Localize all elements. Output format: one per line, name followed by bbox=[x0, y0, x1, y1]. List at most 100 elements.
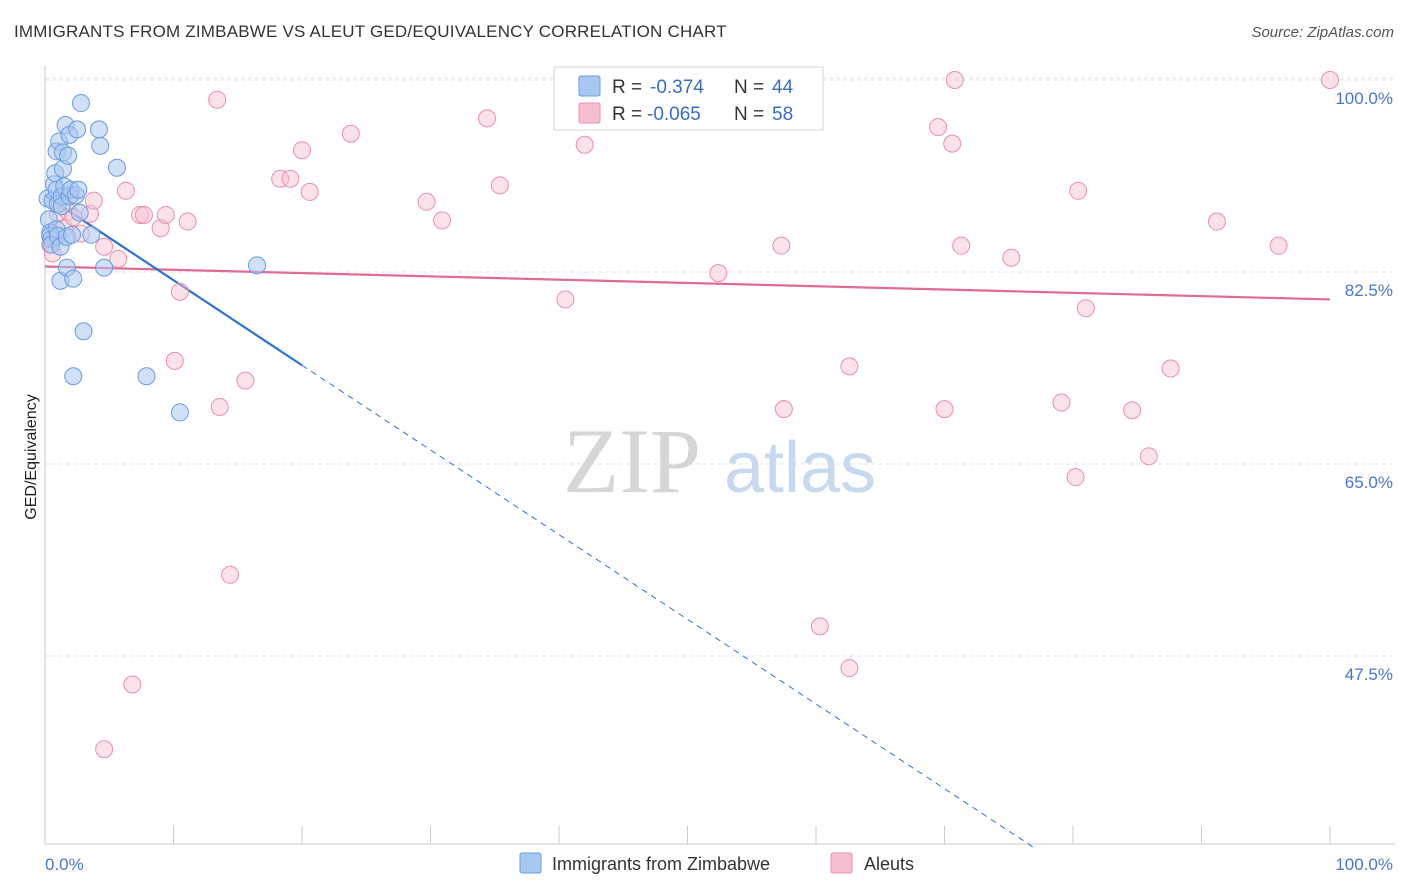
point-aleuts bbox=[1161, 359, 1180, 378]
point-aleuts bbox=[95, 740, 114, 759]
point-aleuts bbox=[1066, 468, 1085, 487]
point-aleuts bbox=[170, 282, 189, 301]
point-aleuts bbox=[95, 237, 114, 256]
y-tick-label: 65.0% bbox=[1345, 473, 1393, 492]
point-aleuts bbox=[84, 191, 103, 210]
x-tick-label: 0.0% bbox=[45, 855, 84, 874]
point-zimbabwe bbox=[91, 136, 110, 155]
point-aleuts bbox=[156, 205, 175, 224]
legend-swatch-blue bbox=[578, 75, 601, 97]
trend-line-zimbabwe bbox=[44, 194, 303, 367]
point-zimbabwe bbox=[59, 146, 78, 165]
tick-labels: 47.5% 65.0% 82.5% 100.0% 0.0% 100.0% bbox=[45, 89, 1393, 874]
trend-line-zimbabwe-extrapolated bbox=[301, 364, 1035, 849]
gridlines bbox=[45, 77, 1395, 657]
point-aleuts bbox=[935, 400, 954, 419]
bottom-legend-label-aleuts: Aleuts bbox=[864, 854, 914, 874]
legend-n-value-2: 58 bbox=[772, 104, 793, 125]
point-zimbabwe bbox=[248, 256, 267, 275]
bottom-legend-swatch-pink bbox=[830, 852, 853, 874]
y-tick-label: 47.5% bbox=[1345, 665, 1393, 684]
point-aleuts bbox=[490, 176, 509, 195]
legend-swatch-pink bbox=[578, 102, 601, 124]
point-aleuts bbox=[293, 141, 311, 160]
chart-title: IMMIGRANTS FROM ZIMBABWE VS ALEUT GED/EQ… bbox=[14, 22, 727, 41]
point-aleuts bbox=[1052, 393, 1071, 412]
point-aleuts bbox=[840, 357, 859, 376]
source-label: Source: ZipAtlas.com bbox=[1251, 24, 1394, 41]
point-zimbabwe bbox=[95, 258, 114, 277]
point-zimbabwe bbox=[137, 367, 156, 386]
point-aleuts bbox=[929, 118, 948, 137]
point-aleuts bbox=[341, 124, 360, 143]
point-zimbabwe bbox=[107, 158, 126, 177]
point-aleuts bbox=[1139, 447, 1158, 466]
point-aleuts bbox=[952, 236, 971, 255]
point-zimbabwe bbox=[64, 367, 83, 386]
y-tick-label: 82.5% bbox=[1345, 281, 1393, 300]
point-aleuts bbox=[131, 205, 150, 224]
point-aleuts bbox=[709, 264, 728, 283]
point-aleuts bbox=[478, 109, 497, 128]
point-aleuts bbox=[1321, 71, 1339, 89]
point-aleuts bbox=[943, 134, 962, 153]
point-aleuts bbox=[300, 182, 319, 201]
point-aleuts bbox=[1269, 236, 1288, 255]
watermark-zip: ZIP bbox=[563, 410, 701, 512]
y-axis-title: GED/Equivalency bbox=[23, 394, 40, 519]
point-aleuts bbox=[116, 181, 135, 200]
point-aleuts bbox=[271, 169, 290, 188]
legend-r-value-1: -0.374 bbox=[650, 77, 704, 98]
point-zimbabwe bbox=[64, 269, 83, 288]
point-aleuts bbox=[556, 290, 575, 309]
point-aleuts bbox=[417, 192, 436, 211]
point-aleuts bbox=[810, 617, 829, 636]
watermark-atlas: atlas bbox=[724, 428, 876, 508]
data-points bbox=[38, 71, 1339, 759]
legend-n-label-2: N = bbox=[734, 104, 764, 125]
legend-r-label-1: R = bbox=[612, 77, 642, 98]
point-aleuts bbox=[210, 397, 229, 416]
point-zimbabwe bbox=[68, 120, 87, 139]
y-tick-label: 100.0% bbox=[1335, 89, 1393, 108]
point-zimbabwe bbox=[82, 225, 101, 244]
point-aleuts bbox=[1207, 212, 1226, 231]
point-aleuts bbox=[165, 351, 184, 370]
point-aleuts bbox=[1069, 181, 1088, 200]
bottom-legend: Immigrants from Zimbabwe Aleuts bbox=[519, 852, 914, 874]
point-zimbabwe bbox=[71, 94, 90, 113]
legend-n-value-1: 44 bbox=[772, 77, 794, 98]
point-aleuts bbox=[774, 400, 793, 419]
point-zimbabwe bbox=[62, 225, 81, 244]
point-aleuts bbox=[840, 659, 859, 678]
legend-box: R = -0.374 N = 44 R = -0.065 N = 58 bbox=[553, 66, 824, 131]
legend-n-label-1: N = bbox=[734, 77, 764, 98]
point-zimbabwe bbox=[69, 180, 88, 199]
point-aleuts bbox=[1076, 299, 1095, 318]
point-zimbabwe bbox=[89, 120, 108, 139]
point-aleuts bbox=[178, 212, 197, 231]
point-zimbabwe bbox=[170, 403, 189, 422]
point-aleuts bbox=[134, 205, 153, 224]
axes bbox=[44, 66, 1395, 845]
bottom-legend-label-zimbabwe: Immigrants from Zimbabwe bbox=[552, 854, 770, 874]
point-aleuts bbox=[236, 371, 255, 390]
x-tick-label: 100.0% bbox=[1335, 855, 1393, 874]
point-zimbabwe bbox=[70, 203, 89, 222]
point-aleuts bbox=[221, 565, 240, 584]
point-aleuts bbox=[1123, 401, 1142, 420]
point-aleuts bbox=[772, 236, 791, 255]
watermark: ZIP atlas bbox=[563, 410, 876, 512]
trend-line-aleuts bbox=[44, 265, 1331, 301]
point-aleuts bbox=[945, 71, 964, 89]
legend-r-label-2: R = bbox=[612, 104, 642, 125]
point-aleuts bbox=[575, 135, 594, 154]
trend-lines bbox=[44, 194, 1331, 849]
point-aleuts bbox=[123, 675, 142, 694]
point-aleuts bbox=[208, 90, 227, 109]
point-aleuts bbox=[109, 249, 128, 268]
bottom-legend-swatch-blue bbox=[519, 852, 542, 874]
point-zimbabwe bbox=[74, 322, 93, 341]
point-aleuts bbox=[433, 211, 452, 230]
